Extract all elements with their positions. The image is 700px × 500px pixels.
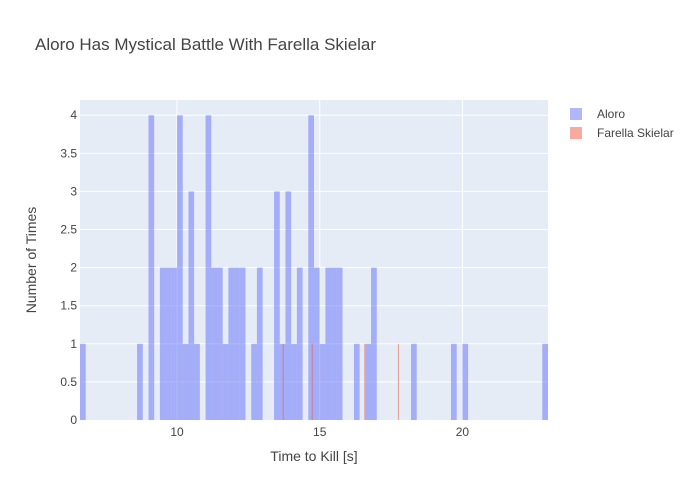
bar-aloro-10[interactable] [205, 115, 212, 420]
bar-aloro-29[interactable] [336, 267, 343, 420]
y-tick-label-3: 1.5 [60, 299, 77, 313]
y-tick-label-1: 0.5 [60, 375, 77, 389]
bar-aloro-24[interactable] [308, 115, 314, 420]
legend-label-farella-skielar: Farella Skielar [597, 126, 674, 140]
bar-aloro-18[interactable] [256, 267, 263, 420]
y-tick-label-5: 2.5 [60, 223, 77, 237]
x-tick-label-2: 20 [456, 425, 470, 439]
bar-aloro-11[interactable] [211, 267, 217, 420]
bar-aloro-0[interactable] [80, 343, 86, 420]
bar-aloro-1[interactable] [137, 343, 143, 420]
legend[interactable]: Aloro Farella Skielar [570, 107, 674, 140]
bar-aloro-33[interactable] [411, 343, 417, 420]
y-tick-label-8: 4 [70, 108, 77, 122]
legend-item-farella-skielar[interactable]: Farella Skielar [570, 126, 674, 140]
bars-layer [80, 115, 548, 420]
x-tick-labels: 10 15 20 [170, 425, 469, 439]
y-tick-label-2: 1 [70, 337, 77, 351]
bar-aloro-27[interactable] [325, 267, 332, 420]
x-axis-title: Time to Kill [s] [270, 448, 357, 464]
y-tick-labels: 0 0.5 1 1.5 2 2.5 3 3.5 4 [60, 108, 77, 427]
bar-aloro-31[interactable] [365, 343, 372, 420]
legend-swatch-farella-skielar [570, 127, 582, 139]
bar-aloro-4[interactable] [165, 267, 172, 420]
bar-aloro-6[interactable] [177, 115, 183, 420]
legend-label-aloro: Aloro [597, 107, 625, 121]
bar-aloro-32[interactable] [371, 267, 377, 420]
bar-aloro-9[interactable] [194, 343, 200, 420]
y-tick-label-4: 2 [70, 261, 77, 275]
bar-aloro-7[interactable] [182, 343, 189, 420]
bar-aloro-5[interactable] [171, 267, 178, 420]
bar-aloro-21[interactable] [285, 191, 292, 420]
bar-aloro-22[interactable] [291, 343, 297, 420]
bar-aloro-36[interactable] [542, 343, 548, 420]
bar-aloro-28[interactable] [331, 267, 337, 420]
y-tick-label-0: 0 [70, 413, 77, 427]
y-tick-label-6: 3 [70, 184, 77, 198]
bar-aloro-16[interactable] [239, 267, 246, 420]
bar-aloro-19[interactable] [274, 191, 280, 420]
bar-farella-skielar-3[interactable] [397, 343, 400, 420]
chart-title: Aloro Has Mystical Battle With Farella S… [35, 35, 376, 54]
bar-aloro-8[interactable] [188, 191, 195, 420]
bar-farella-skielar-1[interactable] [311, 343, 313, 420]
legend-swatch-aloro [570, 108, 582, 120]
bar-aloro-13[interactable] [222, 343, 229, 420]
bar-aloro-12[interactable] [216, 267, 223, 420]
bar-aloro-26[interactable] [319, 343, 326, 420]
bar-aloro-2[interactable] [148, 115, 155, 420]
bar-aloro-30[interactable] [353, 343, 360, 420]
bar-aloro-23[interactable] [296, 267, 303, 420]
bar-farella-skielar-0[interactable] [282, 343, 284, 420]
legend-item-aloro[interactable]: Aloro [570, 107, 625, 121]
bar-aloro-35[interactable] [462, 343, 469, 420]
x-tick-label-1: 15 [313, 425, 327, 439]
bar-farella-skielar-2[interactable] [364, 343, 366, 420]
bar-aloro-15[interactable] [234, 267, 240, 420]
bar-aloro-3[interactable] [159, 267, 166, 420]
x-tick-label-0: 10 [170, 425, 184, 439]
y-tick-label-7: 3.5 [60, 146, 77, 160]
y-axis-title: Number of Times [23, 207, 39, 314]
bar-aloro-34[interactable] [450, 343, 457, 420]
bar-aloro-17[interactable] [251, 343, 257, 420]
bar-aloro-25[interactable] [314, 267, 320, 420]
bar-aloro-14[interactable] [228, 267, 235, 420]
